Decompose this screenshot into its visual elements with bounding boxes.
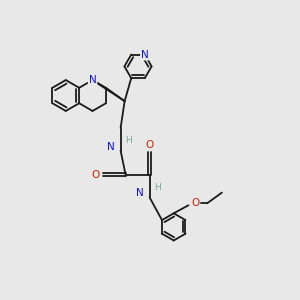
Text: O: O — [191, 198, 200, 208]
Text: N: N — [89, 75, 96, 85]
Text: N: N — [136, 188, 144, 199]
Text: O: O — [146, 140, 154, 150]
Text: H: H — [154, 183, 161, 192]
Text: H: H — [125, 136, 132, 145]
Text: N: N — [141, 50, 149, 60]
Text: O: O — [92, 170, 100, 180]
Text: N: N — [107, 142, 115, 152]
